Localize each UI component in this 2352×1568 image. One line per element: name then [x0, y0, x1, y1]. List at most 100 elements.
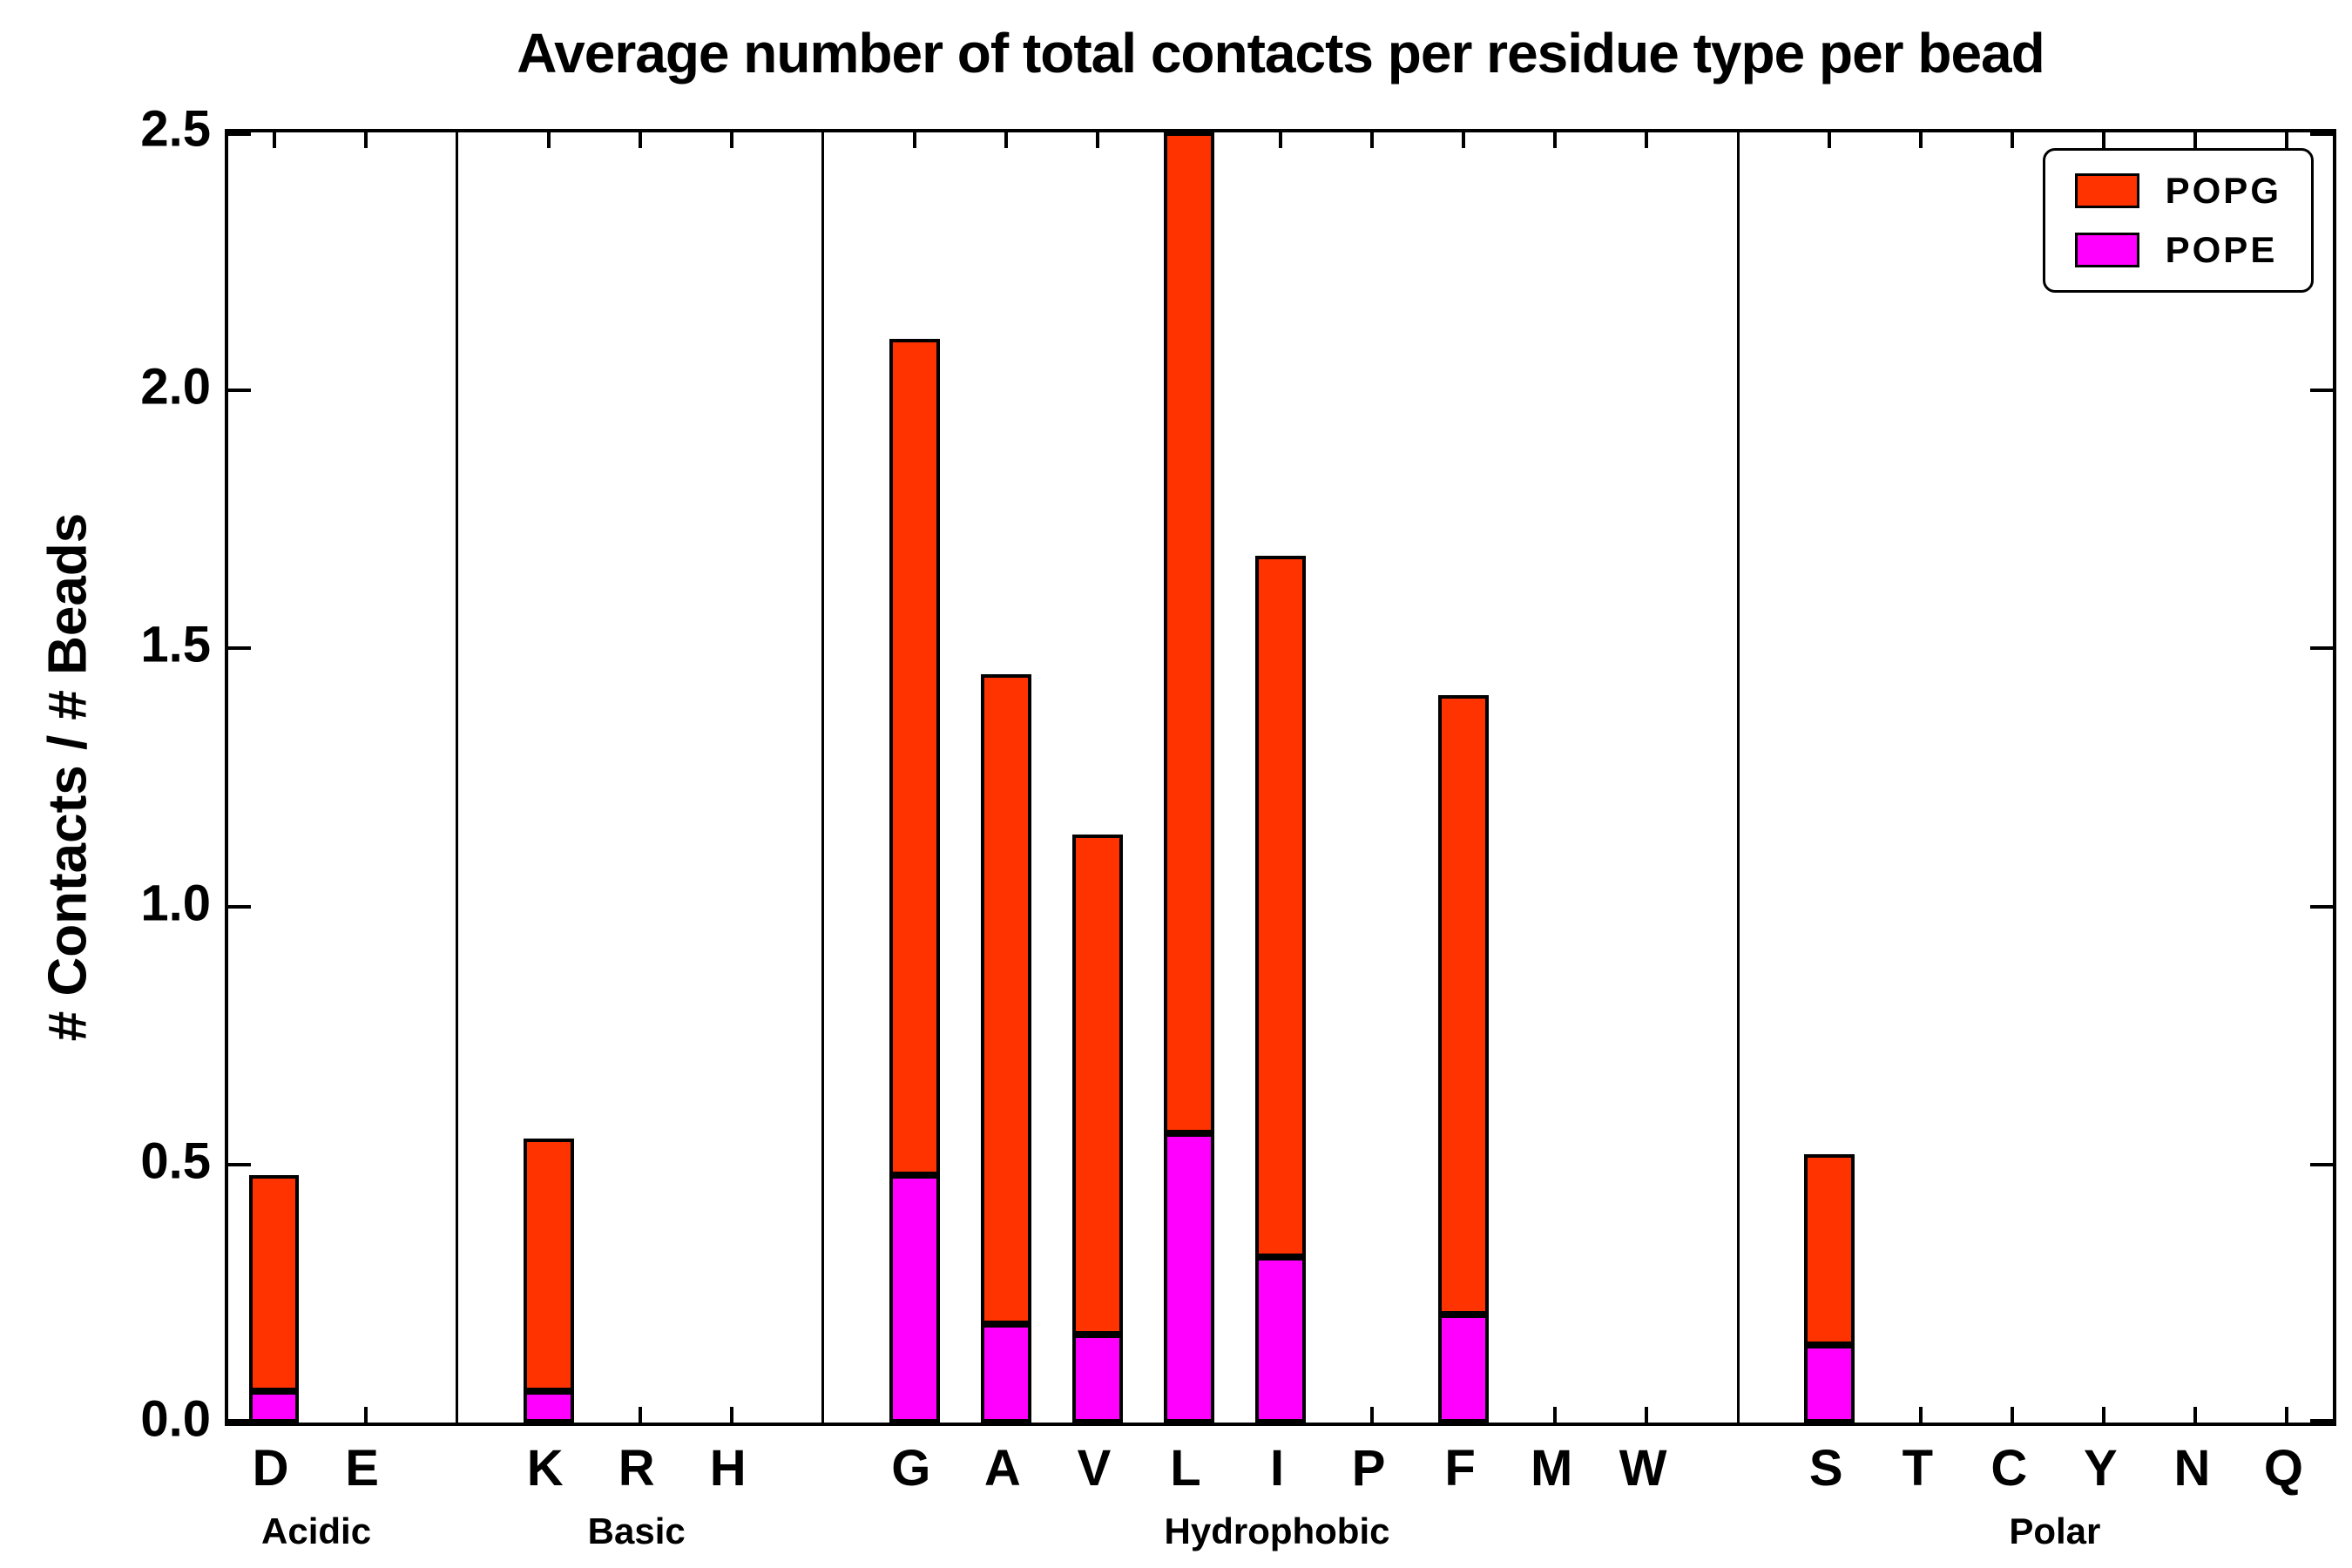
- x-tick: [1279, 132, 1282, 148]
- bar-l-popg: [1164, 132, 1214, 1134]
- legend-swatch-pope: [2074, 233, 2139, 267]
- x-tick-label-q: Q: [2263, 1440, 2304, 1497]
- y-tick: [2310, 1419, 2333, 1423]
- y-tick: [228, 1162, 251, 1166]
- y-tick: [2310, 904, 2333, 909]
- bar-v-pope: [1072, 1335, 1123, 1423]
- y-tick: [2310, 646, 2333, 651]
- x-tick: [1553, 132, 1558, 148]
- bar-i-popg: [1255, 555, 1306, 1258]
- x-tick-label-c: C: [1990, 1440, 2028, 1497]
- x-tick: [1919, 1407, 1923, 1423]
- x-tick-label-r: R: [618, 1440, 655, 1497]
- bar-k-pope: [523, 1391, 574, 1423]
- x-tick-label-y: Y: [2084, 1440, 2118, 1497]
- x-tick-label-e: E: [345, 1440, 379, 1497]
- legend-entry-popg: POPG: [2074, 170, 2281, 212]
- x-tick: [2102, 1407, 2106, 1423]
- y-tick: [2310, 389, 2333, 393]
- x-tick-label-d: D: [252, 1440, 289, 1497]
- x-tick-label-f: F: [1444, 1440, 1476, 1497]
- y-tick-label: 0.0: [140, 1390, 211, 1448]
- y-tick-label: 1.5: [140, 616, 211, 673]
- group-label-basic: Basic: [587, 1511, 686, 1551]
- x-tick: [1919, 132, 1923, 148]
- bar-a-pope: [980, 1324, 1031, 1423]
- legend: POPG POPE: [2042, 148, 2314, 293]
- plot-area: POPG POPE: [225, 129, 2336, 1426]
- x-tick: [1462, 132, 1466, 148]
- x-tick: [2011, 1407, 2015, 1423]
- group-label-acidic: Acidic: [261, 1511, 372, 1551]
- x-tick: [2011, 132, 2015, 148]
- x-tick: [1828, 132, 1832, 148]
- x-tick: [546, 132, 551, 148]
- group-labels: Acidic Basic Hydrophobic Polar: [225, 1511, 2336, 1558]
- group-label-hydrophobic: Hydrophobic: [1164, 1511, 1390, 1551]
- y-tick-label: 2.5: [140, 100, 211, 158]
- group-divider: [821, 132, 825, 1423]
- x-tick-label-s: S: [1808, 1440, 1843, 1497]
- bar-i-pope: [1255, 1257, 1306, 1423]
- x-tick: [1095, 132, 1099, 148]
- bar-s-popg: [1804, 1153, 1855, 1346]
- x-tick: [1370, 1407, 1375, 1423]
- x-tick-label-a: A: [983, 1440, 1021, 1497]
- x-tick: [2193, 1407, 2198, 1423]
- x-tick: [2285, 132, 2289, 148]
- x-tick-label-i: I: [1269, 1440, 1285, 1497]
- legend-label-pope: POPE: [2165, 229, 2278, 270]
- x-tick: [1645, 132, 1649, 148]
- x-tick: [729, 132, 733, 148]
- x-tick: [1553, 1407, 1558, 1423]
- x-tick: [363, 1407, 368, 1423]
- x-tick: [729, 1407, 733, 1423]
- x-tick-label-g: G: [891, 1440, 931, 1497]
- y-tick: [228, 1419, 251, 1423]
- group-divider: [456, 132, 459, 1423]
- bar-s-pope: [1804, 1345, 1855, 1423]
- bar-f-popg: [1438, 694, 1489, 1315]
- y-axis-labels: 0.0 0.5 1.0 1.5 2.0 2.5: [0, 101, 211, 1448]
- x-tick: [2193, 132, 2198, 148]
- bar-v-popg: [1072, 834, 1123, 1335]
- x-tick-label-p: P: [1351, 1440, 1386, 1497]
- y-tick: [2310, 132, 2333, 136]
- bar-k-popg: [523, 1139, 574, 1392]
- legend-label-popg: POPG: [2165, 170, 2281, 211]
- x-tick: [2102, 132, 2106, 148]
- x-tick-label-t: T: [1902, 1440, 1934, 1497]
- x-tick: [2285, 1407, 2289, 1423]
- x-tick: [1004, 132, 1008, 148]
- x-tick-label-k: K: [526, 1440, 564, 1497]
- x-tick-label-v: V: [1077, 1440, 1112, 1497]
- bar-d-pope: [248, 1391, 300, 1423]
- legend-swatch-popg: [2074, 173, 2139, 208]
- y-tick: [228, 904, 251, 909]
- group-label-polar: Polar: [2009, 1511, 2101, 1551]
- legend-entry-pope: POPE: [2074, 229, 2281, 271]
- y-tick-label: 0.5: [140, 1132, 211, 1190]
- y-tick: [228, 132, 251, 136]
- x-tick: [272, 132, 276, 148]
- bar-l-pope: [1164, 1133, 1214, 1423]
- x-tick-label-w: W: [1619, 1440, 1667, 1497]
- x-tick: [912, 132, 916, 148]
- y-tick: [228, 389, 251, 393]
- x-tick: [638, 1407, 642, 1423]
- y-tick-label: 2.0: [140, 358, 211, 416]
- x-tick-label-n: N: [2173, 1440, 2211, 1497]
- x-tick-label-h: H: [709, 1440, 747, 1497]
- bar-g-pope: [889, 1174, 940, 1423]
- chart-title: Average number of total contacts per res…: [517, 22, 2044, 84]
- y-tick: [228, 646, 251, 651]
- y-tick: [2310, 1162, 2333, 1166]
- bar-a-popg: [980, 674, 1031, 1325]
- x-tick: [363, 132, 368, 148]
- x-tick: [1370, 132, 1375, 148]
- x-tick-label-m: M: [1530, 1440, 1573, 1497]
- bar-g-popg: [889, 338, 940, 1175]
- bar-f-pope: [1438, 1314, 1489, 1423]
